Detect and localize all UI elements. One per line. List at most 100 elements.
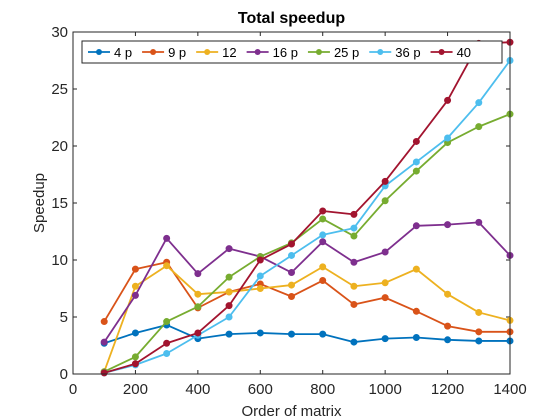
y-tick-label: 5 (60, 309, 68, 326)
x-tick-label: 200 (123, 381, 148, 398)
y-tick-label: 15 (51, 195, 68, 212)
data-point (475, 337, 483, 345)
data-point (225, 302, 233, 310)
data-point (194, 290, 202, 298)
data-point (412, 222, 420, 230)
legend-label: 36 p (395, 45, 420, 60)
series-line (103, 264, 511, 373)
series-6 (100, 38, 514, 377)
legend-item: 36 p (369, 45, 421, 60)
data-point (256, 329, 264, 337)
data-point (194, 270, 202, 278)
plot-area (73, 32, 510, 374)
legend-marker (254, 49, 261, 55)
data-point (225, 245, 233, 253)
data-point (256, 272, 264, 280)
data-point (225, 313, 233, 321)
y-axis-title: Speedup (31, 173, 48, 233)
legend-marker (204, 49, 211, 55)
legend-item: 9 p (142, 45, 186, 60)
y-tick-label: 30 (51, 24, 68, 41)
data-point (163, 234, 171, 242)
legend-label: 12 (222, 45, 236, 60)
data-point (475, 308, 483, 316)
data-point (350, 282, 358, 290)
data-point (412, 167, 420, 175)
data-point (444, 221, 452, 229)
series-line (103, 59, 511, 374)
data-point (163, 339, 171, 347)
data-point (350, 300, 358, 308)
legend-marker (377, 49, 384, 55)
x-tick-label: 1200 (431, 381, 464, 398)
data-point (350, 232, 358, 240)
data-point (100, 369, 108, 377)
data-point (475, 218, 483, 226)
data-point (131, 329, 139, 337)
x-tick-label: 600 (248, 381, 273, 398)
legend-label: 9 p (168, 45, 186, 60)
legend-item: 40 (430, 45, 471, 60)
data-point (444, 96, 452, 104)
data-point (412, 158, 420, 166)
series-layer (100, 38, 514, 377)
data-point (381, 197, 389, 205)
data-point (475, 123, 483, 131)
x-tick-label: 1400 (493, 381, 526, 398)
data-point (100, 338, 108, 346)
data-point (288, 292, 295, 300)
legend-item: 12 (196, 45, 237, 60)
data-point (256, 285, 264, 292)
x-tick-label: 400 (185, 381, 210, 398)
data-point (381, 294, 389, 302)
data-point (131, 282, 139, 290)
data-point (225, 273, 233, 281)
legend-marker (96, 49, 102, 55)
x-tick-label: 1000 (368, 381, 401, 398)
x-tick-label: 800 (310, 381, 335, 398)
data-point (412, 265, 420, 273)
data-point (288, 251, 295, 259)
data-point (475, 99, 483, 107)
legend-label: 4 p (114, 45, 132, 60)
data-point (381, 335, 389, 343)
data-point (163, 262, 171, 270)
data-point (412, 307, 420, 315)
legend-marker (150, 49, 157, 55)
series-3 (100, 218, 514, 346)
legend-item: 16 p (246, 45, 298, 60)
legend-marker (315, 49, 322, 55)
data-point (163, 349, 171, 357)
series-line (103, 41, 511, 374)
legend-label: 40 (457, 45, 471, 60)
data-point (319, 263, 327, 271)
data-point (225, 288, 233, 296)
data-point (350, 210, 358, 218)
data-point (319, 207, 327, 215)
x-axis-ticks: 0 200 400 600 800 1000 1200 1400 (69, 32, 527, 398)
legend-item: 4 p (88, 45, 132, 60)
legend-label: 16 p (273, 45, 298, 60)
data-point (194, 303, 202, 311)
data-point (131, 353, 139, 361)
data-point (288, 240, 295, 248)
axes-box (72, 31, 511, 375)
data-point (256, 256, 264, 264)
y-tick-label: 10 (51, 252, 68, 269)
data-point (444, 336, 452, 344)
series-0 (100, 321, 514, 347)
y-tick-label: 25 (51, 81, 68, 98)
chart-title: Total speedup (238, 10, 345, 27)
data-point (381, 248, 389, 256)
legend: 4 p 9 p 12 16 p 25 p 36 p 40 (81, 40, 503, 64)
data-point (319, 238, 327, 246)
legend-box (81, 40, 503, 64)
data-point (131, 291, 139, 299)
data-point (444, 322, 452, 330)
x-tick-label: 0 (69, 381, 77, 398)
data-point (163, 318, 171, 326)
data-point (131, 265, 139, 273)
series-line (103, 324, 510, 345)
legend-marker (438, 49, 445, 55)
